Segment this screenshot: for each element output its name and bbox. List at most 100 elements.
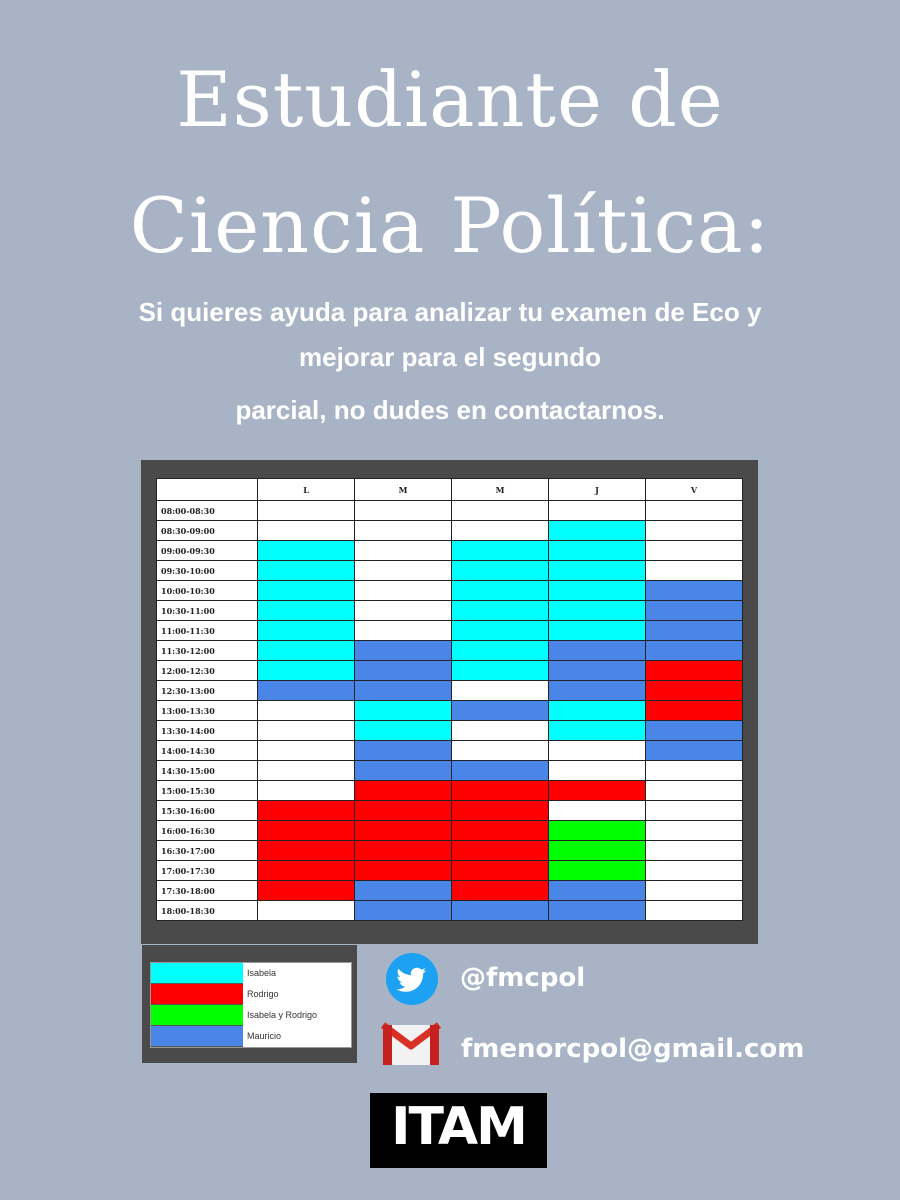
schedule-cell: [548, 640, 646, 661]
schedule-cell: [548, 860, 646, 881]
schedule-row: 12:00-12:30: [156, 660, 743, 681]
schedule-cell: [645, 820, 743, 841]
schedule-cell: [548, 500, 646, 521]
schedule-cell: [451, 780, 549, 801]
schedule-cell: [548, 820, 646, 841]
time-slot-label: 14:30-15:00: [156, 760, 258, 781]
schedule-cell: [257, 640, 355, 661]
schedule-cell: [548, 720, 646, 741]
schedule-cell: [645, 720, 743, 741]
schedule-cell: [548, 840, 646, 861]
schedule-cell: [645, 660, 743, 681]
twitter-bird-icon[interactable]: [386, 953, 438, 1005]
schedule-cell: [645, 800, 743, 821]
schedule-cell: [257, 800, 355, 821]
schedule-cell: [354, 760, 452, 781]
schedule-row: 17:30-18:00: [156, 880, 743, 901]
schedule-cell: [354, 560, 452, 581]
schedule-cell: [354, 540, 452, 561]
schedule-row: 11:30-12:00: [156, 640, 743, 661]
schedule-cell: [548, 780, 646, 801]
time-slot-label: 08:30-09:00: [156, 520, 258, 541]
day-header: L: [257, 478, 355, 501]
schedule-cell: [645, 680, 743, 701]
time-slot-label: 17:00-17:30: [156, 860, 258, 881]
day-header: V: [645, 478, 743, 501]
schedule-cell: [645, 600, 743, 621]
day-header: M: [451, 478, 549, 501]
schedule-cell: [354, 820, 452, 841]
schedule-cell: [257, 540, 355, 561]
time-slot-label: 16:30-17:00: [156, 840, 258, 861]
schedule-cell: [548, 660, 646, 681]
schedule-cell: [354, 900, 452, 921]
legend-swatch: [151, 1026, 243, 1047]
schedule-header-row: L M M J V: [156, 478, 743, 501]
legend-swatch: [151, 984, 243, 1005]
schedule-row: 09:30-10:00: [156, 560, 743, 581]
gmail-envelope-icon[interactable]: [380, 1022, 442, 1068]
schedule-row: 13:00-13:30: [156, 700, 743, 721]
schedule-cell: [354, 720, 452, 741]
schedule-cell: [451, 660, 549, 681]
schedule-cell: [257, 820, 355, 841]
schedule-cell: [451, 900, 549, 921]
schedule-cell: [451, 720, 549, 741]
schedule-cell: [548, 900, 646, 921]
schedule-cell: [354, 700, 452, 721]
time-slot-label: 17:30-18:00: [156, 880, 258, 901]
time-slot-label: 09:30-10:00: [156, 560, 258, 581]
legend-item-isabela-y-rodrigo: Isabela y Rodrigo: [151, 1005, 351, 1026]
schedule-cell: [645, 620, 743, 641]
time-slot-label: 15:30-16:00: [156, 800, 258, 821]
legend-label: Isabela y Rodrigo: [247, 1010, 318, 1020]
schedule-cell: [548, 800, 646, 821]
legend-item-isabela: Isabela: [151, 963, 351, 984]
schedule-cell: [257, 740, 355, 761]
schedule-cell: [548, 740, 646, 761]
schedule-cell: [451, 500, 549, 521]
schedule-cell: [451, 520, 549, 541]
legend-label: Rodrigo: [247, 989, 279, 999]
schedule-cell: [645, 540, 743, 561]
time-slot-label: 12:30-13:00: [156, 680, 258, 701]
schedule-cell: [354, 840, 452, 861]
schedule-row: 11:00-11:30: [156, 620, 743, 641]
schedule-cell: [645, 520, 743, 541]
time-slot-label: 18:00-18:30: [156, 900, 258, 921]
schedule-cell: [354, 640, 452, 661]
schedule-cell: [257, 600, 355, 621]
schedule-cell: [451, 560, 549, 581]
schedule-cell: [548, 600, 646, 621]
schedule-cell: [451, 860, 549, 881]
time-slot-label: 09:00-09:30: [156, 540, 258, 561]
schedule-cell: [257, 840, 355, 861]
schedule-cell: [257, 580, 355, 601]
schedule-cell: [451, 880, 549, 901]
schedule-cell: [257, 560, 355, 581]
title-line-1: Estudiante de: [176, 55, 724, 144]
schedule-body: 08:00-08:30 08:30-09:00 09:00-09:30 09:30-1…: [156, 500, 743, 921]
schedule-cell: [354, 600, 452, 621]
twitter-handle-link[interactable]: @fmcpol: [460, 963, 586, 993]
time-slot-label: 15:00-15:30: [156, 780, 258, 801]
schedule-cell: [548, 680, 646, 701]
email-address-link[interactable]: fmenorcpol@gmail.com: [461, 1034, 805, 1064]
schedule-cell: [257, 700, 355, 721]
schedule-row: 10:30-11:00: [156, 600, 743, 621]
schedule-cell: [451, 760, 549, 781]
legend-item-rodrigo: Rodrigo: [151, 984, 351, 1005]
schedule-cell: [548, 560, 646, 581]
schedule-cell: [354, 580, 452, 601]
schedule-row: 15:30-16:00: [156, 800, 743, 821]
schedule-cell: [354, 740, 452, 761]
schedule-corner-cell: [156, 478, 258, 501]
schedule-cell: [451, 600, 549, 621]
schedule-cell: [645, 780, 743, 801]
schedule-row: 18:00-18:30: [156, 900, 743, 921]
day-header: M: [354, 478, 452, 501]
schedule-cell: [451, 540, 549, 561]
schedule-cell: [257, 520, 355, 541]
schedule-cell: [451, 620, 549, 641]
schedule-cell: [451, 820, 549, 841]
